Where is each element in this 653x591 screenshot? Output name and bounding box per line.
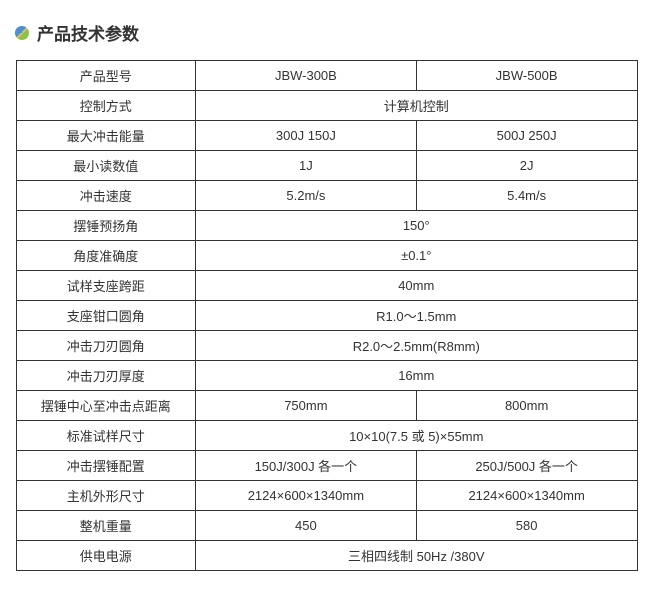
row-merged-value: 10×10(7.5 或 5)×55mm [196, 421, 637, 451]
row-label: 试样支座跨距 [16, 271, 196, 301]
table-row: 冲击刀刃圆角R2.0～2.5mm(R8mm) [16, 331, 637, 361]
table-row: 主机外形尺寸2124×600×1340mm2124×600×1340mm [16, 481, 637, 511]
table-header-row: 产品型号JBW-300BJBW-500B [16, 61, 637, 91]
row-col1-value: 450 [196, 511, 417, 541]
row-label: 最大冲击能量 [16, 121, 196, 151]
row-col1-value: 5.2m/s [196, 181, 417, 211]
row-col2-value: 580 [416, 511, 637, 541]
header-label: 产品型号 [16, 61, 196, 91]
table-row: 冲击摆锤配置150J/300J 各一个250J/500J 各一个 [16, 451, 637, 481]
row-col1-value: 750mm [196, 391, 417, 421]
table-row: 角度准确度±0.1° [16, 241, 637, 271]
page-header: 产品技术参数 [15, 20, 638, 45]
spec-table: 产品型号JBW-300BJBW-500B控制方式计算机控制最大冲击能量300J … [16, 60, 638, 571]
row-merged-value: 三相四线制 50Hz /380V [196, 541, 637, 571]
row-merged-value: 150° [196, 211, 637, 241]
table-row: 试样支座跨距40mm [16, 271, 637, 301]
row-label: 摆锤中心至冲击点距离 [16, 391, 196, 421]
table-row: 整机重量450580 [16, 511, 637, 541]
header-col1: JBW-300B [196, 61, 417, 91]
row-label: 控制方式 [16, 91, 196, 121]
row-col2-value: 500J 250J [416, 121, 637, 151]
row-label: 供电电源 [16, 541, 196, 571]
table-row: 冲击刀刃厚度16mm [16, 361, 637, 391]
table-row: 最小读数值1J2J [16, 151, 637, 181]
row-label: 冲击刀刃厚度 [16, 361, 196, 391]
row-col1-value: 1J [196, 151, 417, 181]
row-col2-value: 250J/500J 各一个 [416, 451, 637, 481]
row-col1-value: 2124×600×1340mm [196, 481, 417, 511]
row-label: 冲击速度 [16, 181, 196, 211]
row-col1-value: 300J 150J [196, 121, 417, 151]
row-label: 最小读数值 [16, 151, 196, 181]
row-col2-value: 2124×600×1340mm [416, 481, 637, 511]
row-label: 整机重量 [16, 511, 196, 541]
row-col2-value: 800mm [416, 391, 637, 421]
row-merged-value: 16mm [196, 361, 637, 391]
table-row: 摆锤预扬角150° [16, 211, 637, 241]
row-merged-value: ±0.1° [196, 241, 637, 271]
table-row: 冲击速度5.2m/s5.4m/s [16, 181, 637, 211]
table-row: 摆锤中心至冲击点距离750mm800mm [16, 391, 637, 421]
row-label: 角度准确度 [16, 241, 196, 271]
row-merged-value: R1.0～1.5mm [196, 301, 637, 331]
table-row: 支座钳口圆角R1.0～1.5mm [16, 301, 637, 331]
table-row: 供电电源三相四线制 50Hz /380V [16, 541, 637, 571]
row-merged-value: R2.0～2.5mm(R8mm) [196, 331, 637, 361]
row-col1-value: 150J/300J 各一个 [196, 451, 417, 481]
bullet-icon [15, 26, 29, 40]
row-label: 标准试样尺寸 [16, 421, 196, 451]
row-col2-value: 2J [416, 151, 637, 181]
row-label: 冲击刀刃圆角 [16, 331, 196, 361]
row-label: 主机外形尺寸 [16, 481, 196, 511]
row-label: 冲击摆锤配置 [16, 451, 196, 481]
page-title: 产品技术参数 [37, 20, 139, 45]
row-label: 支座钳口圆角 [16, 301, 196, 331]
row-col2-value: 5.4m/s [416, 181, 637, 211]
row-merged-value: 计算机控制 [196, 91, 637, 121]
row-label: 摆锤预扬角 [16, 211, 196, 241]
table-row: 控制方式计算机控制 [16, 91, 637, 121]
table-row: 最大冲击能量300J 150J500J 250J [16, 121, 637, 151]
table-row: 标准试样尺寸10×10(7.5 或 5)×55mm [16, 421, 637, 451]
row-merged-value: 40mm [196, 271, 637, 301]
header-col2: JBW-500B [416, 61, 637, 91]
